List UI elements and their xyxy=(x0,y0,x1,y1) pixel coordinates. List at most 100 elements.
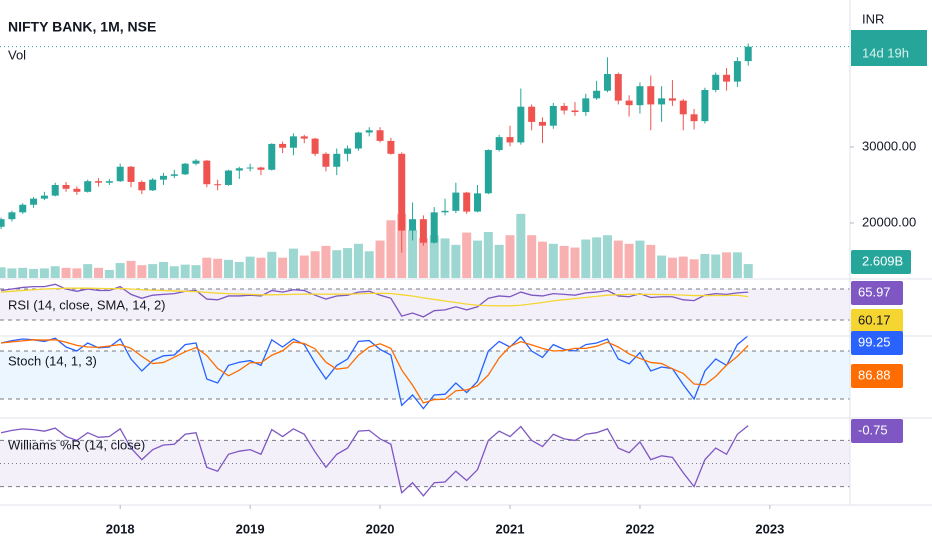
volume-bar xyxy=(50,266,60,278)
last-value-box xyxy=(851,309,903,333)
candle-body xyxy=(636,86,644,106)
candle-body xyxy=(203,160,211,185)
volume-bar xyxy=(39,268,49,278)
volume-bar xyxy=(527,235,537,278)
volume-bar xyxy=(267,251,277,278)
candle-body xyxy=(116,166,124,182)
band-fill xyxy=(0,351,850,399)
volume-bar xyxy=(18,267,28,278)
last-value-label: 86.88 xyxy=(858,367,891,382)
candle-body xyxy=(528,106,536,122)
candle-body xyxy=(744,46,752,62)
candle-body xyxy=(127,166,135,182)
candle-body xyxy=(224,170,232,185)
volume-bar xyxy=(570,247,580,278)
williams-title: Williams %R (14, close) xyxy=(8,437,145,452)
volume-bar xyxy=(256,257,266,278)
candle-body xyxy=(214,184,222,186)
volume-bar xyxy=(418,237,428,278)
last-value-box xyxy=(851,281,903,305)
x-tick-label: 2023 xyxy=(755,521,784,536)
volume-bar xyxy=(148,264,158,278)
candle-body xyxy=(614,74,622,101)
volume-bar xyxy=(343,248,353,278)
candle-body xyxy=(723,74,731,82)
volume-bar xyxy=(202,257,212,278)
candle-body xyxy=(246,167,254,169)
volume-bar xyxy=(7,268,17,278)
volume-bar xyxy=(137,265,147,278)
candle-body xyxy=(571,110,579,113)
candle-body xyxy=(62,184,70,189)
last-value-label: 65.97 xyxy=(858,284,891,299)
volume-bar xyxy=(473,240,483,278)
volume-bar xyxy=(494,244,504,278)
volume-bar xyxy=(667,257,677,278)
volume-bar xyxy=(83,264,93,278)
volume-bar xyxy=(635,240,645,278)
volume-bar xyxy=(223,259,233,278)
candle-body xyxy=(474,193,482,212)
candle-body xyxy=(701,89,709,122)
volume-bar xyxy=(602,235,612,278)
candle-body xyxy=(538,121,546,126)
volume-bar xyxy=(408,229,418,278)
volume-bar xyxy=(657,255,667,278)
volume-bar xyxy=(353,243,363,278)
x-tick-label: 2019 xyxy=(236,521,265,536)
candle-body xyxy=(235,168,243,171)
volume-bar xyxy=(213,258,223,278)
last-value-label: -0.75 xyxy=(858,422,888,437)
stoch-title: Stoch (14, 1, 3) xyxy=(8,353,97,368)
last-value-label: 60.17 xyxy=(858,312,891,327)
volume-bar xyxy=(700,253,710,278)
volume-label-box xyxy=(851,250,911,274)
volume-bar xyxy=(548,243,558,278)
panes xyxy=(0,43,850,497)
candle-body xyxy=(409,219,417,231)
volume-bar xyxy=(451,244,461,278)
volume-bar xyxy=(321,245,331,278)
candle-body xyxy=(192,160,200,164)
volume-bar xyxy=(732,252,742,278)
candle-body xyxy=(452,192,460,211)
candle-body xyxy=(560,105,568,111)
candle-body xyxy=(257,167,265,170)
volume-bar xyxy=(743,264,753,278)
candle-body xyxy=(647,86,655,105)
volume-bar xyxy=(234,261,244,278)
volume-bar xyxy=(180,264,190,278)
volume-bar xyxy=(375,240,385,278)
volume-bar xyxy=(440,238,450,278)
volume-bar xyxy=(462,232,472,278)
volume-bar xyxy=(0,267,6,278)
volume-bar xyxy=(613,240,623,278)
candle-body xyxy=(495,137,503,151)
candle-body xyxy=(593,90,601,99)
volume-bar xyxy=(483,232,493,278)
rsi-title: RSI (14, close, SMA, 14, 2) xyxy=(8,297,166,312)
candle-body xyxy=(289,136,297,148)
candle-body xyxy=(40,195,48,199)
volume-bar xyxy=(364,251,374,278)
volume-bar xyxy=(711,254,721,278)
volume-bar xyxy=(191,265,201,278)
volume-bar xyxy=(115,263,125,278)
volume-bar xyxy=(288,248,298,278)
candle-body xyxy=(105,181,113,183)
candle-body xyxy=(8,212,16,220)
indicator-line xyxy=(1,287,749,307)
candle-body xyxy=(149,179,157,191)
candle-body xyxy=(549,105,557,126)
candle-body xyxy=(279,143,287,148)
volume-bar xyxy=(559,245,569,278)
indicator-line xyxy=(1,339,749,404)
chart-title: NIFTY BANK, 1M, NSE xyxy=(8,19,156,35)
candle-body xyxy=(398,153,406,231)
candle-body xyxy=(0,219,5,227)
candle-body xyxy=(51,184,59,196)
x-tick-label: 2018 xyxy=(106,521,135,536)
candle-body xyxy=(430,212,438,243)
volume-bar xyxy=(104,269,114,278)
volume-bar xyxy=(310,251,320,278)
